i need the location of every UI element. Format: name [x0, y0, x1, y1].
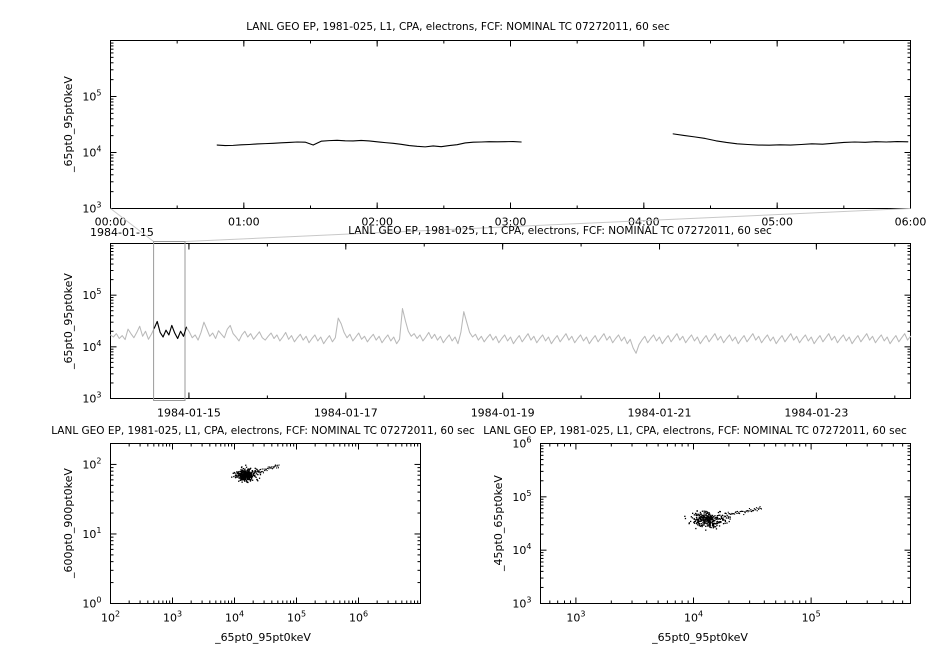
svg-text:02:00: 02:00 [361, 216, 393, 229]
panel-bottom-right: LANL GEO EP, 1981-025, L1, CPA, electron… [483, 425, 911, 644]
bottom-right-y-axis-label: _45pt0_65pt0keV [492, 475, 505, 572]
top-y-ticks [110, 40, 911, 209]
bottom-left-x-tick-labels: 102 103 104 105 106 [101, 610, 368, 625]
bottom-right-y-ticks [540, 443, 911, 604]
svg-text:104: 104 [684, 610, 703, 625]
svg-text:104: 104 [82, 145, 101, 160]
bottom-right-panel-title: LANL GEO EP, 1981-025, L1, CPA, electron… [483, 425, 907, 437]
bottom-left-y-tick-labels: 100 101 102 [82, 456, 101, 610]
svg-text:04:00: 04:00 [628, 216, 660, 229]
svg-text:105: 105 [82, 89, 101, 104]
svg-text:101: 101 [82, 526, 101, 541]
svg-text:104: 104 [512, 542, 531, 557]
middle-y-tick-labels: 103 104 105 [82, 287, 101, 405]
svg-text:03:00: 03:00 [495, 216, 527, 229]
bottom-left-y-ticks [110, 443, 421, 604]
top-y-axis-label: _65pt0_95pt0keV [62, 76, 75, 173]
top-panel-title: LANL GEO EP, 1981-025, L1, CPA, electron… [246, 21, 670, 33]
bottom-right-x-ticks [540, 443, 911, 604]
connector-left [110, 208, 154, 242]
svg-text:102: 102 [101, 610, 120, 625]
svg-text:103: 103 [163, 610, 182, 625]
svg-text:01:00: 01:00 [228, 216, 260, 229]
svg-text:1984-01-17: 1984-01-17 [314, 407, 378, 420]
bottom-right-x-axis-label: _65pt0_95pt0keV [651, 631, 748, 644]
svg-text:104: 104 [225, 610, 244, 625]
top-date-label: 1984-01-15 [90, 226, 154, 239]
middle-selected-data-trace [153, 320, 187, 340]
svg-text:106: 106 [512, 436, 531, 451]
svg-text:106: 106 [349, 610, 368, 625]
svg-text:105: 105 [512, 489, 531, 504]
svg-text:103: 103 [82, 201, 101, 216]
svg-text:104: 104 [82, 339, 101, 354]
bottom-left-plot-frame [110, 443, 421, 604]
svg-text:105: 105 [287, 610, 306, 625]
svg-text:105: 105 [82, 287, 101, 302]
zoom-connector-lines [110, 208, 911, 242]
svg-text:103: 103 [512, 596, 531, 611]
svg-text:103: 103 [566, 610, 585, 625]
svg-text:05:00: 05:00 [761, 216, 793, 229]
svg-text:1984-01-21: 1984-01-21 [628, 407, 692, 420]
bottom-right-plot-frame [540, 443, 911, 604]
middle-x-ticks [110, 243, 896, 399]
top-x-ticks [110, 40, 911, 209]
svg-text:06:00: 06:00 [895, 216, 926, 229]
zoom-selection-box[interactable] [153, 241, 186, 401]
top-data-trace-segment-2 [672, 133, 909, 146]
middle-y-ticks [110, 243, 911, 399]
middle-y-axis-label: _65pt0_95pt0keV [62, 273, 75, 370]
middle-data-trace [109, 308, 912, 354]
top-data-trace-segment-1 [216, 139, 522, 148]
bottom-left-panel-title: LANL GEO EP, 1981-025, L1, CPA, electron… [51, 425, 475, 437]
panel-top: LANL GEO EP, 1981-025, L1, CPA, electron… [62, 21, 926, 239]
bottom-right-scatter-points [684, 506, 762, 531]
panel-middle: LANL GEO EP, 1981-025, L1, CPA, electron… [62, 225, 912, 420]
middle-plot-frame [110, 243, 911, 399]
svg-text:00:00: 00:00 [95, 216, 127, 229]
top-y-tick-labels: 103 104 105 [82, 89, 101, 216]
bottom-left-y-axis-label: _600pt0_900pt0keV [62, 468, 75, 579]
svg-text:1984-01-19: 1984-01-19 [471, 407, 535, 420]
middle-x-tick-labels: 1984-01-15 1984-01-17 1984-01-19 1984-01-21… [157, 407, 848, 420]
svg-text:100: 100 [82, 596, 101, 611]
top-plot-frame [110, 40, 911, 209]
bottom-right-x-tick-labels: 103 104 105 [566, 610, 820, 625]
connector-right [184, 208, 911, 242]
bottom-left-x-axis-label: _65pt0_95pt0keV [214, 631, 311, 644]
bottom-left-scatter-points [231, 464, 280, 484]
panel-bottom-left: LANL GEO EP, 1981-025, L1, CPA, electron… [51, 425, 475, 644]
svg-text:1984-01-23: 1984-01-23 [784, 407, 848, 420]
middle-panel-title: LANL GEO EP, 1981-025, L1, CPA, electron… [348, 225, 772, 237]
svg-text:103: 103 [82, 391, 101, 406]
svg-text:102: 102 [82, 456, 101, 471]
bottom-right-y-tick-labels: 103 104 105 106 [512, 436, 531, 611]
svg-text:1984-01-15: 1984-01-15 [157, 407, 221, 420]
top-x-tick-labels: 00:00 01:00 02:00 03:00 04:00 05:00 06:00 [95, 216, 926, 229]
bottom-left-x-ticks [110, 443, 421, 604]
svg-text:105: 105 [802, 610, 821, 625]
